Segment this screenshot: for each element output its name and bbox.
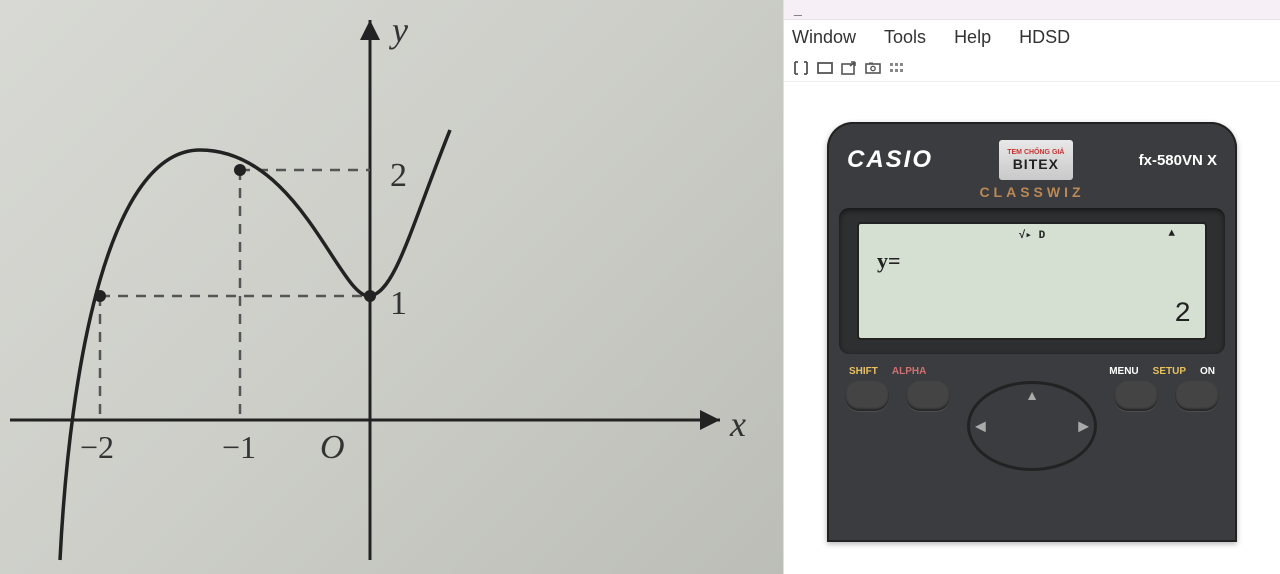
- lcd-ind-right: ▲: [1168, 228, 1175, 240]
- lcd-indicators: √▸ D ▲: [859, 228, 1205, 242]
- dpad[interactable]: ▲ ◀ ▶: [967, 381, 1097, 471]
- x-tick-neg1: −1: [222, 429, 256, 465]
- lcd-input: y=: [877, 248, 901, 274]
- toolbar: [784, 54, 1280, 82]
- lcd-frame: √▸ D ▲ y= 2: [839, 208, 1225, 354]
- lcd-result: 2: [1174, 299, 1191, 330]
- x-tick-neg2: −2: [80, 429, 114, 465]
- setup-label: SETUP: [1153, 366, 1186, 377]
- lcd-ind-left: √▸ D: [1019, 228, 1045, 242]
- label-row: SHIFT ALPHA MENU SETUP ON: [839, 366, 1225, 377]
- graph-svg: y x O −2 −1 2 1: [0, 0, 783, 574]
- menu-tools[interactable]: Tools: [884, 27, 926, 48]
- shift-label: SHIFT: [849, 366, 878, 377]
- calculator: CASIO TEM CHỐNG GIẢ BITEX fx-580VN X CLA…: [827, 122, 1237, 542]
- dpad-left-icon[interactable]: ◀: [975, 418, 986, 435]
- lcd-screen: √▸ D ▲ y= 2: [857, 222, 1207, 340]
- calc-series: CLASSWIZ: [839, 184, 1225, 200]
- arrow-box-icon[interactable]: [840, 60, 858, 76]
- workspace: CASIO TEM CHỐNG GIẢ BITEX fx-580VN X CLA…: [784, 82, 1280, 574]
- menu-label: MENU: [1109, 366, 1138, 377]
- menu-bar: Window Tools Help HDSD: [784, 20, 1280, 54]
- rect-icon[interactable]: [816, 60, 834, 76]
- dpad-right-icon[interactable]: ▶: [1078, 418, 1089, 435]
- camera-icon[interactable]: [864, 60, 882, 76]
- top-button-row: ▲ ◀ ▶: [839, 381, 1225, 471]
- alpha-button[interactable]: [906, 381, 950, 411]
- menu-hdsd[interactable]: HDSD: [1019, 27, 1070, 48]
- bitex-sticker: TEM CHỐNG GIẢ BITEX: [999, 140, 1073, 180]
- grid-icon[interactable]: [888, 60, 906, 76]
- app-panel: _ Window Tools Help HDSD CASIO: [783, 0, 1280, 574]
- y-axis-label: y: [389, 10, 408, 50]
- title-strip: _: [784, 0, 1280, 20]
- bracket-icon[interactable]: [792, 60, 810, 76]
- menu-help[interactable]: Help: [954, 27, 991, 48]
- menu-button[interactable]: [1114, 381, 1158, 411]
- x-axis-label: x: [729, 404, 746, 444]
- shift-button[interactable]: [845, 381, 889, 411]
- calc-brand: CASIO: [847, 146, 933, 174]
- graph-panel: y x O −2 −1 2 1: [0, 0, 783, 574]
- calc-model: fx-580VN X: [1139, 152, 1217, 169]
- menu-window[interactable]: Window: [792, 27, 856, 48]
- on-label: ON: [1200, 366, 1215, 377]
- alpha-label: ALPHA: [892, 366, 926, 377]
- calc-header: CASIO TEM CHỐNG GIẢ BITEX fx-580VN X: [839, 134, 1225, 182]
- origin-label: O: [320, 429, 345, 466]
- y-tick-2: 2: [390, 157, 407, 194]
- on-button[interactable]: [1175, 381, 1219, 411]
- y-tick-1: 1: [390, 285, 407, 322]
- dpad-up-icon[interactable]: ▲: [1025, 387, 1039, 403]
